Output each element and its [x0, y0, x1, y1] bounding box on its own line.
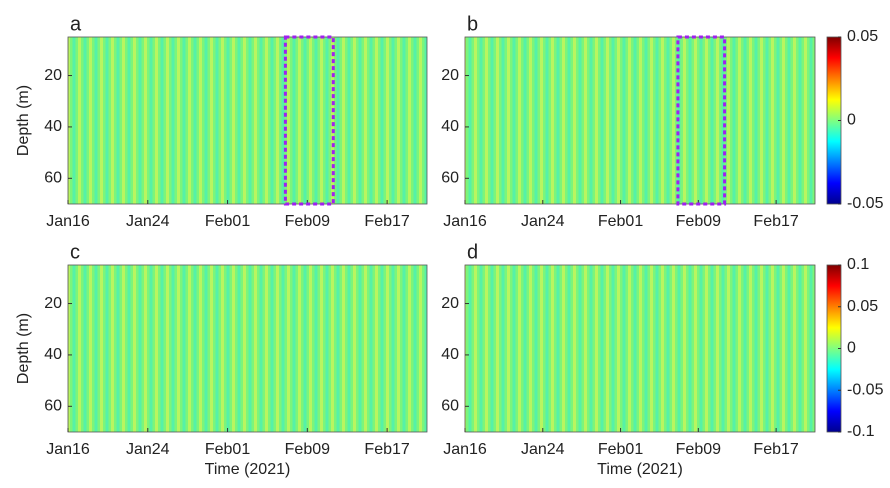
x-tick-label: Feb17 — [753, 213, 798, 230]
colorbar-tick-label: -0.1 — [847, 423, 875, 440]
y-tick-label: 60 — [441, 170, 459, 187]
x-tick-label: Feb09 — [676, 213, 721, 230]
heatmap-field — [68, 37, 427, 204]
axes-frame — [67, 36, 428, 205]
y-tick-label: 60 — [44, 398, 62, 415]
x-tick-label: Jan16 — [443, 441, 487, 458]
x-tick-label: Jan24 — [126, 213, 170, 230]
x-tick-label: Jan16 — [46, 441, 90, 458]
highlight-box — [283, 35, 335, 206]
x-tick-label: Feb01 — [205, 441, 250, 458]
colorbar-tick-label: 0.05 — [847, 28, 878, 45]
x-tick-label: Feb17 — [364, 441, 409, 458]
colorbar-tick-label: -0.05 — [847, 381, 884, 398]
x-tick-label: Feb09 — [285, 441, 330, 458]
panel-label: c — [70, 241, 80, 263]
x-axis-label: Time (2021) — [597, 461, 683, 478]
colorbar-tick-label: 0.05 — [847, 298, 878, 315]
x-axis-label: Time (2021) — [205, 461, 291, 478]
x-tick-label: Jan24 — [521, 441, 565, 458]
panel-label: b — [467, 13, 478, 35]
y-tick-label: 40 — [44, 118, 62, 135]
y-tick-label: 60 — [441, 398, 459, 415]
highlight-box — [676, 35, 727, 206]
x-tick-label: Jan24 — [126, 441, 170, 458]
heatmap-field — [68, 265, 427, 432]
colorbar-tick-label: -0.05 — [847, 195, 884, 212]
axes-frame — [464, 264, 816, 433]
x-tick-label: Feb01 — [598, 213, 643, 230]
x-tick-label: Feb17 — [753, 441, 798, 458]
panel-label: d — [467, 241, 478, 263]
axes-frame — [67, 264, 428, 433]
y-tick-label: 40 — [44, 346, 62, 363]
heatmap-field — [465, 265, 815, 432]
x-tick-label: Jan24 — [521, 213, 565, 230]
y-axis-label: Depth (m) — [15, 85, 32, 156]
y-tick-label: 20 — [44, 295, 62, 312]
colorbar-tick-label: 0 — [847, 112, 856, 129]
x-tick-label: Feb17 — [364, 213, 409, 230]
x-tick-label: Feb09 — [676, 441, 721, 458]
y-axis-label: Depth (m) — [15, 313, 32, 384]
x-tick-label: Feb01 — [205, 213, 250, 230]
x-tick-label: Jan16 — [443, 213, 487, 230]
heatmap-field — [465, 37, 815, 204]
colorbar-tick-label: 0 — [847, 340, 856, 357]
y-tick-label: 20 — [441, 295, 459, 312]
x-tick-label: Feb09 — [285, 213, 330, 230]
axes-frame — [464, 36, 816, 205]
y-tick-label: 20 — [44, 67, 62, 84]
panel-label: a — [70, 13, 82, 35]
y-tick-label: 40 — [441, 118, 459, 135]
x-tick-label: Jan16 — [46, 213, 90, 230]
x-tick-label: Feb01 — [598, 441, 643, 458]
colorbar-tick-label: 0.1 — [847, 256, 869, 273]
y-tick-label: 60 — [44, 170, 62, 187]
y-tick-label: 40 — [441, 346, 459, 363]
y-tick-label: 20 — [441, 67, 459, 84]
